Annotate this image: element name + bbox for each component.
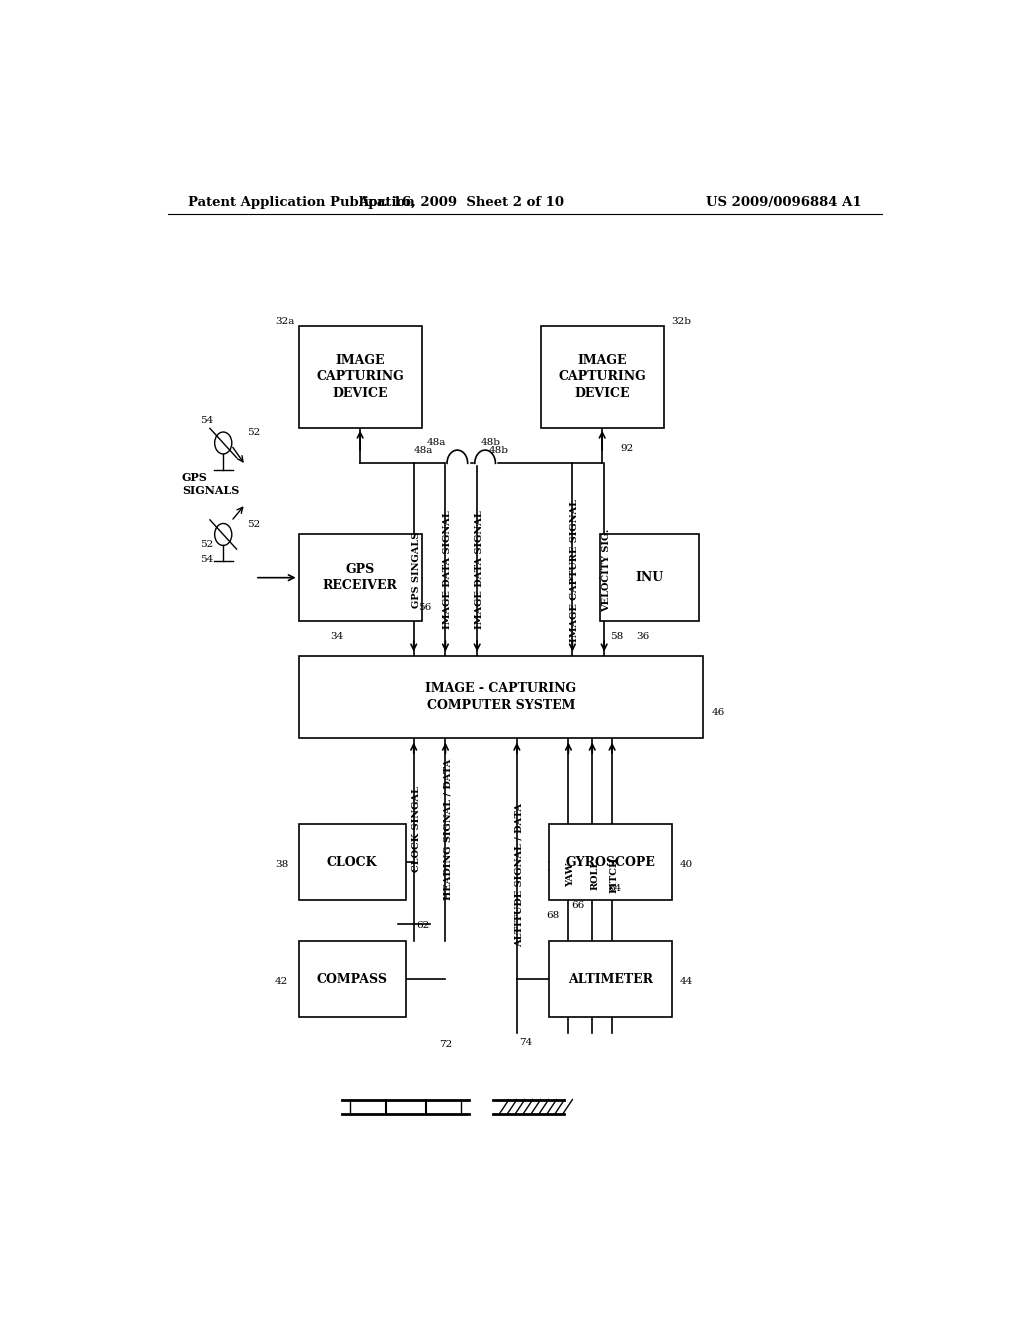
- Text: 54: 54: [200, 556, 213, 565]
- Text: CLOCK SINGAL: CLOCK SINGAL: [412, 787, 421, 873]
- Text: GYROSCOPE: GYROSCOPE: [565, 855, 655, 869]
- Bar: [549, 941, 672, 1018]
- Text: YAW: YAW: [566, 863, 575, 887]
- Text: 48b: 48b: [488, 446, 508, 455]
- Bar: [299, 824, 406, 900]
- Text: HEADING SIGNAL / DATA: HEADING SIGNAL / DATA: [443, 759, 453, 900]
- Text: 66: 66: [570, 902, 584, 909]
- Text: 72: 72: [439, 1040, 452, 1049]
- Text: RECEIVER: RECEIVER: [323, 579, 397, 593]
- Text: 32a: 32a: [274, 317, 294, 326]
- Text: GPS SINGALS: GPS SINGALS: [412, 532, 421, 609]
- Text: ALTIMETER: ALTIMETER: [567, 973, 652, 986]
- Bar: [299, 656, 703, 738]
- Text: 92: 92: [620, 444, 633, 453]
- Text: PITCH: PITCH: [610, 857, 618, 894]
- Bar: [600, 535, 699, 620]
- Text: CAPTURING: CAPTURING: [316, 371, 404, 383]
- Text: 34: 34: [331, 631, 344, 640]
- Text: CLOCK: CLOCK: [327, 855, 378, 869]
- Text: Apr. 16, 2009  Sheet 2 of 10: Apr. 16, 2009 Sheet 2 of 10: [358, 195, 564, 209]
- Text: 44: 44: [680, 977, 693, 986]
- Text: 48a: 48a: [414, 446, 433, 455]
- Text: 32b: 32b: [672, 317, 691, 326]
- Text: GPS
SIGNALS: GPS SIGNALS: [182, 471, 240, 495]
- Text: ALTITUDE SIGNAL / DATA: ALTITUDE SIGNAL / DATA: [515, 803, 523, 946]
- Text: US 2009/0096884 A1: US 2009/0096884 A1: [707, 195, 862, 209]
- Bar: [299, 535, 422, 620]
- Text: 56: 56: [418, 603, 431, 612]
- Text: 64: 64: [608, 883, 622, 892]
- Text: GPS: GPS: [345, 564, 375, 576]
- Text: ROLL: ROLL: [590, 859, 599, 890]
- Text: 36: 36: [636, 631, 649, 640]
- Text: COMPUTER SYSTEM: COMPUTER SYSTEM: [427, 698, 575, 711]
- Text: 52: 52: [200, 540, 213, 549]
- Text: IMAGE: IMAGE: [336, 354, 385, 367]
- Text: 68: 68: [546, 911, 559, 920]
- Text: 62: 62: [416, 921, 429, 931]
- Text: IMAGE DATA SIGNAL: IMAGE DATA SIGNAL: [443, 511, 453, 630]
- Text: IMAGE: IMAGE: [578, 354, 627, 367]
- Text: 38: 38: [274, 861, 288, 870]
- Text: INU: INU: [636, 572, 664, 585]
- Text: DEVICE: DEVICE: [574, 387, 630, 400]
- Text: 48b: 48b: [480, 438, 501, 447]
- Text: 52: 52: [247, 520, 260, 529]
- Text: 52: 52: [247, 428, 260, 437]
- Text: IMAGE DATA SIGNAL: IMAGE DATA SIGNAL: [475, 511, 484, 630]
- Text: IMAGE CAPTURE SIGNAL: IMAGE CAPTURE SIGNAL: [570, 499, 580, 642]
- Text: COMPASS: COMPASS: [316, 973, 388, 986]
- Text: DEVICE: DEVICE: [333, 387, 388, 400]
- Bar: [299, 941, 406, 1018]
- Text: 46: 46: [712, 708, 725, 717]
- Text: 42: 42: [274, 977, 288, 986]
- Text: 58: 58: [610, 631, 624, 640]
- Bar: [549, 824, 672, 900]
- Bar: [541, 326, 664, 428]
- Text: 74: 74: [519, 1038, 532, 1047]
- Text: Patent Application Publication: Patent Application Publication: [187, 195, 415, 209]
- Text: 48a: 48a: [426, 438, 445, 447]
- Text: VELOCITY SIG.: VELOCITY SIG.: [602, 528, 611, 611]
- Bar: [299, 326, 422, 428]
- Text: CAPTURING: CAPTURING: [558, 371, 646, 383]
- Text: 54: 54: [200, 416, 213, 425]
- Text: 40: 40: [680, 861, 693, 870]
- Text: IMAGE - CAPTURING: IMAGE - CAPTURING: [425, 682, 577, 696]
